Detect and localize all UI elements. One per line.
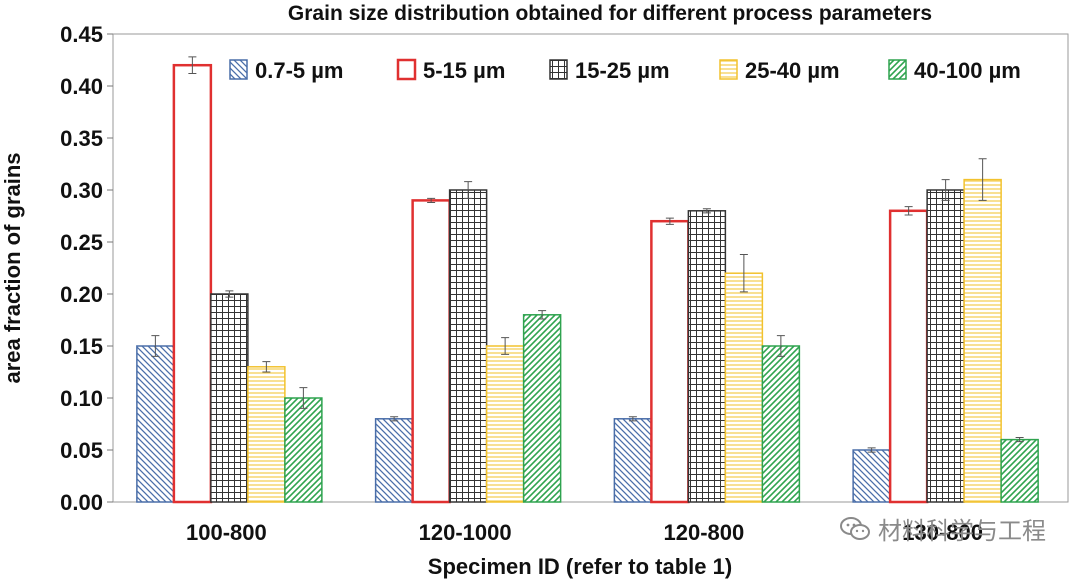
error-bar <box>628 416 637 422</box>
chart-title: Grain size distribution obtained for dif… <box>288 2 932 25</box>
bar-1-3 <box>210 293 249 503</box>
y-tick-label: 0.10 <box>60 386 103 411</box>
legend-entry: 40-100 µm <box>914 58 1021 83</box>
legend-entry: 5-15 µm <box>423 58 505 83</box>
bar-2-1 <box>374 418 414 503</box>
error-bar <box>665 217 674 225</box>
bar-4-5 <box>1000 438 1039 503</box>
bar-3-4 <box>724 272 764 503</box>
bar-4-2 <box>888 209 929 504</box>
x-tick-label: 100-800 <box>186 520 267 545</box>
wechat-icon <box>840 516 870 541</box>
error-bar <box>299 387 308 409</box>
legend-swatch <box>888 59 907 80</box>
error-bar <box>904 206 913 216</box>
error-bar <box>739 253 748 293</box>
error-bar <box>941 179 950 201</box>
bar-4-4 <box>963 178 1002 503</box>
y-tick-label: 0.20 <box>60 282 103 307</box>
legend-swatch <box>549 59 568 80</box>
bar-2-4 <box>485 345 525 503</box>
y-tick-label: 0.45 <box>60 22 103 47</box>
bar-3-1 <box>613 418 653 503</box>
error-bar <box>501 337 510 355</box>
error-bar <box>1015 437 1024 443</box>
error-bar <box>188 56 197 75</box>
plot-area: 0.00 0.05 0.10 0.15 0.20 0.25 0.30 0.35 0.40 0.45… <box>60 22 1069 545</box>
bar-1-4 <box>247 366 286 503</box>
bar-1-2 <box>172 63 213 504</box>
error-bar <box>538 310 547 320</box>
error-bar <box>390 416 399 422</box>
legend: 0.7-5 µm 5-15 µm 15-25 µm 25-40 µm 40-100 µm <box>229 58 1021 83</box>
x-tick-label: 130-800 <box>902 520 983 545</box>
error-bar <box>262 361 271 373</box>
x-tick-label: 120-1000 <box>419 520 512 545</box>
legend-entry: 15-25 µm <box>575 58 670 83</box>
y-tick-label: 0.35 <box>60 126 103 151</box>
y-tick-label: 0.40 <box>60 74 103 99</box>
legend-swatch <box>229 59 248 80</box>
error-bar <box>427 197 436 203</box>
y-tick-label: 0.30 <box>60 178 103 203</box>
bar-4-3 <box>926 189 965 503</box>
x-tick-label: 120-800 <box>664 520 745 545</box>
y-tick-label: 0.00 <box>60 490 103 515</box>
legend-swatch <box>719 59 738 80</box>
y-tick-label: 0.05 <box>60 438 103 463</box>
error-bar <box>702 208 711 214</box>
bar-3-5 <box>761 345 801 503</box>
bar-2-2 <box>411 199 451 504</box>
error-bar <box>225 290 234 298</box>
error-bar <box>867 447 876 453</box>
error-bar <box>464 181 473 199</box>
error-bar <box>151 335 160 357</box>
y-tick-label: 0.15 <box>60 334 103 359</box>
bar-2-3 <box>448 189 488 503</box>
bar-3-3 <box>687 210 727 503</box>
watermark: 材料科学与工程 <box>840 511 1046 546</box>
y-axis-label: area fraction of grains <box>0 152 25 383</box>
legend-entry: 0.7-5 µm <box>255 58 344 83</box>
bar-4-1 <box>852 449 891 503</box>
x-axis-label: Specimen ID (refer to table 1) <box>428 554 732 579</box>
legend-entry: 25-40 µm <box>745 58 840 83</box>
y-tick-label: 0.25 <box>60 230 103 255</box>
error-bar <box>978 158 987 201</box>
bar-2-5 <box>522 314 562 503</box>
bar-1-5 <box>284 397 323 503</box>
bar-1-1 <box>136 345 175 503</box>
legend-swatch <box>396 58 417 81</box>
watermark-text: 材料科学与工程 <box>878 517 1046 545</box>
error-bar <box>776 335 785 357</box>
bar-3-2 <box>650 219 690 504</box>
plot-frame <box>112 33 1069 503</box>
